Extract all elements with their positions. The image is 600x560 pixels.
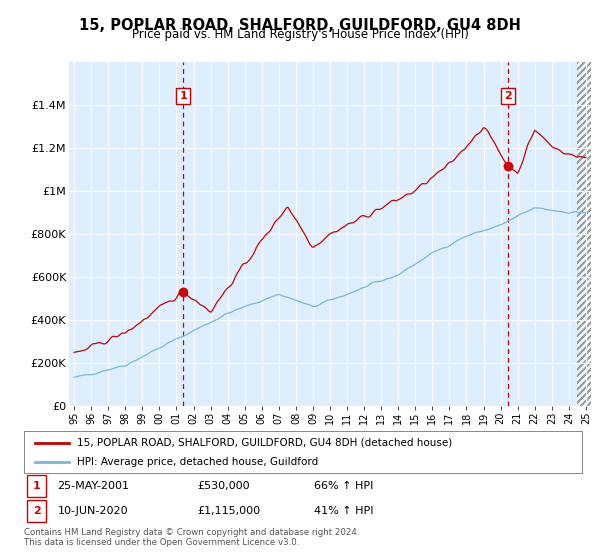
Text: 41% ↑ HPI: 41% ↑ HPI (314, 506, 374, 516)
FancyBboxPatch shape (27, 500, 46, 522)
Text: £1,115,000: £1,115,000 (197, 506, 260, 516)
Text: 15, POPLAR ROAD, SHALFORD, GUILDFORD, GU4 8DH: 15, POPLAR ROAD, SHALFORD, GUILDFORD, GU… (79, 18, 521, 32)
Text: 66% ↑ HPI: 66% ↑ HPI (314, 480, 374, 491)
Text: Contains HM Land Registry data © Crown copyright and database right 2024.
This d: Contains HM Land Registry data © Crown c… (24, 528, 359, 547)
Text: Price paid vs. HM Land Registry's House Price Index (HPI): Price paid vs. HM Land Registry's House … (131, 28, 469, 41)
Bar (577, 62, 595, 406)
FancyBboxPatch shape (27, 474, 46, 497)
Text: 1: 1 (179, 91, 187, 101)
Text: 2: 2 (504, 91, 512, 101)
Text: 15, POPLAR ROAD, SHALFORD, GUILDFORD, GU4 8DH (detached house): 15, POPLAR ROAD, SHALFORD, GUILDFORD, GU… (77, 437, 452, 447)
Text: £530,000: £530,000 (197, 480, 250, 491)
Text: 10-JUN-2020: 10-JUN-2020 (58, 506, 128, 516)
Text: 1: 1 (32, 480, 40, 491)
Text: 2: 2 (32, 506, 40, 516)
Text: HPI: Average price, detached house, Guildford: HPI: Average price, detached house, Guil… (77, 457, 318, 467)
Text: 25-MAY-2001: 25-MAY-2001 (58, 480, 130, 491)
Bar (577, 62, 595, 406)
